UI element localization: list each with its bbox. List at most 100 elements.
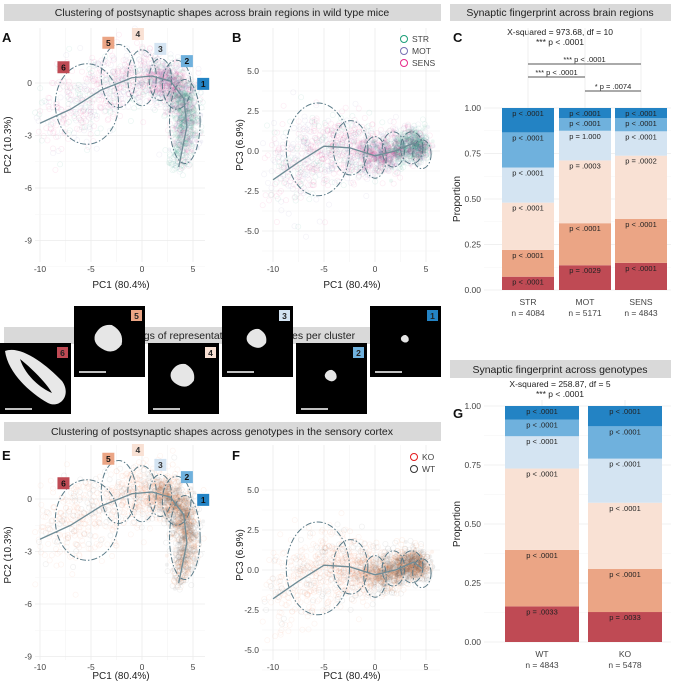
data-point: [79, 119, 86, 126]
data-point: [58, 107, 65, 113]
data-point: [163, 84, 170, 91]
data-point: [52, 166, 59, 173]
data-point: [199, 139, 204, 144]
data-point: [188, 101, 194, 107]
data-point: [88, 59, 94, 65]
y-tick-label: 2.5: [247, 106, 259, 116]
data-point: [174, 110, 181, 117]
data-point: [173, 152, 180, 159]
data-point: [316, 218, 323, 225]
data-point: [92, 74, 99, 81]
data-point: [410, 126, 415, 131]
data-point: [170, 77, 177, 84]
data-point: [361, 114, 368, 121]
data-point: [128, 70, 135, 76]
data-point: [112, 99, 119, 106]
data-point: [85, 76, 91, 83]
banner-genotype-fingerprint-text: Synaptic fingerprint across genotypes: [472, 364, 647, 376]
data-point: [187, 109, 194, 116]
data-point: [123, 66, 130, 73]
data-point: [66, 45, 73, 52]
data-point: [86, 123, 93, 130]
data-point: [72, 106, 79, 113]
panel-letter-c: C: [453, 30, 463, 45]
data-point: [174, 87, 181, 94]
data-point: [148, 71, 155, 78]
data-point: [285, 210, 292, 217]
data-point: [355, 151, 360, 156]
data-point: [87, 108, 94, 115]
data-point: [98, 105, 105, 112]
data-point: [177, 129, 183, 136]
data-point: [181, 127, 188, 134]
data-point: [179, 81, 186, 88]
data-point: [49, 79, 55, 86]
data-point: [112, 70, 119, 77]
data-point: [166, 156, 173, 163]
data-point: [185, 79, 192, 86]
data-point: [178, 108, 185, 115]
data-point: [172, 101, 179, 108]
data-point: [183, 148, 190, 155]
data-point: [111, 102, 118, 109]
data-point: [326, 201, 332, 208]
data-point: [180, 109, 187, 116]
data-point: [178, 123, 182, 128]
data-point: [97, 125, 104, 132]
data-point: [176, 109, 183, 116]
data-point: [181, 160, 187, 167]
data-point: [149, 60, 155, 67]
data-point: [175, 141, 182, 148]
data-point: [176, 130, 183, 137]
data-point: [113, 38, 120, 45]
data-point: [32, 581, 39, 588]
data-point: [167, 83, 172, 88]
data-point: [352, 100, 359, 107]
data-point: [262, 192, 269, 199]
data-point: [83, 138, 90, 145]
data-point: [153, 87, 160, 94]
scatter-panel-b: -10 -5 0 55.02.50.0-2.5-5.0: [244, 28, 440, 274]
data-point: [185, 144, 192, 151]
data-point: [103, 76, 110, 83]
data-point: [177, 127, 184, 134]
data-point: [182, 99, 189, 106]
data-point: [173, 144, 180, 151]
data-point: [138, 80, 145, 87]
data-point: [280, 102, 287, 109]
data-point: [190, 105, 196, 112]
data-point: [149, 91, 156, 98]
data-point: [116, 84, 123, 91]
data-point: [153, 102, 160, 109]
data-point: [172, 160, 179, 167]
data-point: [153, 100, 160, 106]
data-point: [400, 130, 405, 135]
data-point: [53, 134, 60, 140]
data-point: [153, 81, 158, 86]
data-point: [177, 127, 184, 134]
data-point: [138, 58, 145, 65]
data-point: [176, 135, 182, 142]
data-point: [147, 78, 154, 85]
data-point: [126, 91, 133, 98]
data-point: [187, 86, 193, 93]
data-point: [149, 77, 156, 84]
data-point: [174, 136, 181, 143]
data-point: [117, 102, 124, 109]
data-point: [80, 124, 87, 131]
data-point: [115, 75, 122, 82]
data-point: [190, 107, 197, 113]
data-point: [125, 103, 132, 110]
data-point: [122, 75, 129, 82]
data-point: [306, 196, 313, 203]
data-point: [120, 57, 127, 64]
data-point: [117, 465, 124, 472]
data-point: [166, 64, 173, 71]
data-point: [72, 97, 78, 104]
data-point: [191, 118, 198, 125]
data-point: [139, 78, 146, 85]
data-point: [136, 80, 143, 87]
data-point: [186, 106, 193, 113]
data-point: [173, 97, 180, 104]
data-point: [160, 66, 167, 73]
